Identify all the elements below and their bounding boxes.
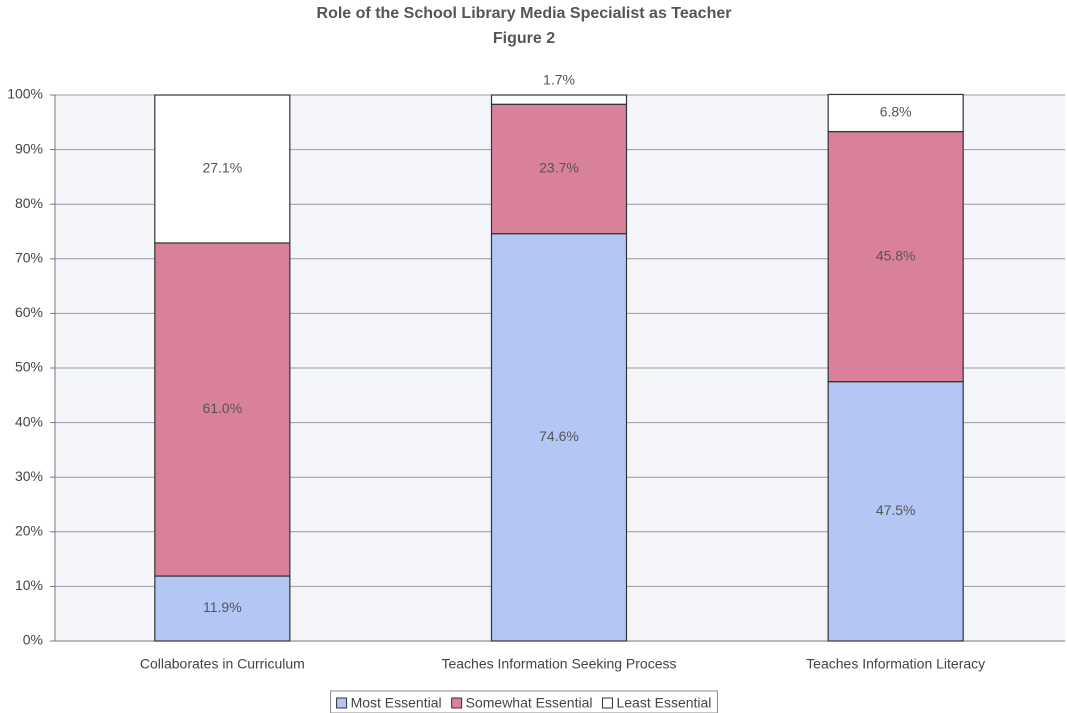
- y-tick-label: 70%: [15, 250, 43, 266]
- y-tick-label: 20%: [15, 523, 43, 539]
- y-tick-label: 80%: [15, 195, 43, 211]
- data-label: 74.6%: [539, 428, 579, 444]
- y-tick-label: 100%: [7, 86, 43, 102]
- bar-segment: [154, 242, 291, 577]
- legend-box: [330, 690, 718, 713]
- y-tick-label: 40%: [15, 413, 43, 429]
- legend-label: Most Essential: [351, 695, 442, 711]
- chart-title: Role of the School Library Media Special…: [317, 5, 732, 22]
- y-tick-label: 50%: [15, 359, 43, 375]
- data-label: 27.1%: [202, 160, 242, 176]
- data-label: 47.5%: [876, 502, 916, 518]
- data-label: 61.0%: [202, 400, 242, 416]
- data-label: 45.8%: [876, 247, 916, 263]
- x-tick-label: Collaborates in Curriculum: [140, 656, 305, 672]
- bar-segment: [490, 94, 628, 105]
- x-tick-label: Teaches Information Literacy: [806, 656, 985, 672]
- y-tick-label: 0%: [23, 632, 43, 648]
- legend-swatch: [601, 697, 613, 709]
- legend-swatch: [336, 697, 348, 709]
- x-tick-label: Teaches Information Seeking Process: [441, 656, 676, 672]
- bar-segment: [154, 94, 291, 244]
- data-label: 1.7%: [543, 72, 575, 88]
- y-tick-label: 90%: [15, 140, 43, 156]
- bar-segment: [490, 103, 628, 235]
- legend-label: Least Essential: [616, 695, 711, 711]
- legend-swatch: [451, 697, 463, 709]
- bar-segment: [490, 233, 628, 642]
- y-tick-label: 60%: [15, 304, 43, 320]
- data-label: 6.8%: [880, 104, 912, 120]
- y-tick-label: 10%: [15, 577, 43, 593]
- bar-segment: [154, 575, 291, 642]
- chart-subtitle: Figure 2: [493, 30, 555, 47]
- legend: Most Essential Somewhat Essential Least Es…: [336, 695, 711, 711]
- legend-label: Somewhat Essential: [466, 695, 593, 711]
- bar-segment: [827, 381, 964, 642]
- bar-segment: [827, 93, 964, 133]
- bar-segment: [827, 130, 964, 383]
- y-tick-label: 30%: [15, 468, 43, 484]
- data-label: 23.7%: [539, 160, 579, 176]
- data-label: 11.9%: [203, 599, 242, 615]
